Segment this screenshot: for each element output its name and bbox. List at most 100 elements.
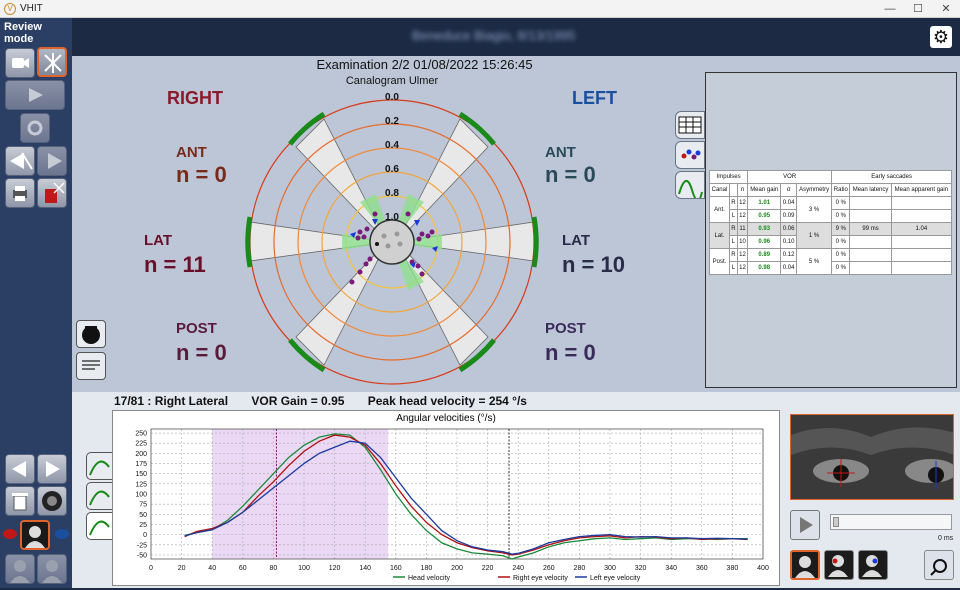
right-post-sector: [295, 241, 388, 366]
tab-curve-view[interactable]: [675, 171, 705, 202]
results-row: Lat. R 11 0.93 0.06 1 % 9 % 99 ms 1.04: [709, 222, 953, 249]
right-lat-count: n = 11: [144, 252, 206, 277]
cell-canal: Post.: [709, 248, 730, 275]
video-slider[interactable]: [830, 514, 952, 530]
video-time: 0 ms: [938, 535, 954, 542]
x-tick-label: 160: [390, 565, 402, 572]
person-right-icon: [42, 560, 62, 583]
header-vor: VOR: [747, 170, 833, 184]
ring-label-5: 1.0: [385, 212, 399, 223]
person-right-button[interactable]: [37, 554, 67, 584]
left-ant-sector: [396, 118, 489, 243]
close-button[interactable]: ✕: [941, 3, 951, 15]
cell-side: L: [728, 235, 738, 249]
person-head-icon: [25, 526, 45, 548]
ring-label-1: 0.2: [385, 116, 399, 127]
mode-label: Review mode: [4, 21, 42, 45]
lateral-switch-button[interactable]: [5, 146, 35, 176]
settings-button[interactable]: [20, 113, 50, 143]
video-camera-button[interactable]: [5, 48, 35, 78]
left-post-label: POST: [545, 320, 586, 337]
left-side-label: LEFT: [572, 88, 617, 108]
cell-side: R: [728, 248, 738, 262]
cell-sigma: 0.12: [780, 248, 797, 262]
left-eye-select[interactable]: [54, 522, 70, 546]
play-icon: [29, 88, 43, 102]
x-tick-label: 280: [574, 565, 586, 572]
face-both-button[interactable]: [790, 550, 820, 580]
delete-icon: [45, 182, 65, 203]
face-left-button[interactable]: [858, 550, 888, 580]
notes-button[interactable]: [76, 352, 106, 380]
print-icon: [13, 186, 27, 201]
x-tick-label: 320: [635, 565, 647, 572]
series-line-2: [184, 440, 748, 555]
left-ant-label: ANT: [545, 144, 576, 161]
cell-asym: 1 %: [795, 222, 833, 249]
left-post-count: n = 0: [545, 340, 596, 365]
velocity-plot-frame: Angular velocities (°/s) 0 20 40 60 80 100 120…: [112, 410, 780, 586]
x-tick-label: 100: [298, 565, 310, 572]
delete-button[interactable]: [37, 178, 67, 208]
cell-gain: 0.96: [747, 235, 782, 249]
camera-record-button[interactable]: [76, 320, 106, 348]
zoom-button[interactable]: [924, 550, 954, 580]
minimize-button[interactable]: —: [884, 3, 896, 15]
window-titlebar: V VHIT — ☐ ✕: [0, 0, 960, 18]
play-sequence-button[interactable]: [5, 80, 65, 110]
cell-gain: 0.95: [747, 209, 782, 223]
sound-wave-button[interactable]: [37, 146, 67, 176]
results-panel: Impulses VOR Early saccades Canal n Mean…: [705, 72, 957, 388]
vhit-app-icon: V: [4, 3, 16, 15]
legend-label: Head velocity: [408, 575, 451, 582]
tab-multi-curve[interactable]: [86, 482, 114, 510]
y-tick-label: 250: [135, 431, 147, 438]
cell-sigma: 0.06: [780, 222, 797, 236]
left-ant-count: n = 0: [545, 162, 596, 187]
network-tools-button[interactable]: [37, 47, 67, 77]
col-asymmetry: Asymmetry: [795, 183, 833, 197]
cell-asym: 3 %: [795, 196, 833, 223]
cell-canal: Lat.: [709, 222, 730, 249]
right-ant-count: n = 0: [176, 162, 227, 187]
next-impulse-button[interactable]: [37, 454, 67, 484]
plot-title: Angular velocities (°/s): [396, 413, 496, 424]
right-ant-label: ANT: [176, 144, 207, 161]
maximize-button[interactable]: ☐: [913, 3, 923, 15]
camera-lens-button[interactable]: [37, 486, 67, 516]
right-eye-select[interactable]: [2, 522, 18, 546]
cell-lat: [849, 235, 892, 249]
slider-handle[interactable]: [833, 517, 839, 527]
y-tick-label: 225: [135, 441, 147, 448]
person-left-button[interactable]: [5, 554, 35, 584]
col-mean-apparent-gain: Mean apparent gain: [890, 183, 953, 197]
person-right-eye-icon: [828, 555, 848, 577]
face-right-button[interactable]: [824, 550, 854, 580]
gear-icon[interactable]: ⚙: [930, 26, 952, 48]
right-eye-red-icon: [3, 529, 17, 539]
tab-overlay-curve[interactable]: [86, 512, 114, 540]
results-table: Impulses VOR Early saccades Canal n Mean…: [708, 170, 953, 275]
tab-table-view[interactable]: [675, 111, 705, 139]
trash-button[interactable]: [5, 486, 35, 516]
print-button[interactable]: [5, 178, 35, 208]
cell-ratio: 0 %: [831, 261, 851, 275]
video-play-button[interactable]: [790, 510, 820, 540]
right-post-count: n = 0: [176, 340, 227, 365]
tab-single-curve[interactable]: [86, 452, 114, 480]
settings-icon: [27, 120, 43, 136]
cell-ratio: 0 %: [831, 235, 851, 249]
previous-impulse-button[interactable]: [5, 454, 35, 484]
right-post-label: POST: [176, 320, 217, 337]
cell-side: R: [728, 196, 738, 210]
cell-canal: Ant.: [709, 196, 730, 223]
person-left-icon: [10, 560, 30, 583]
both-eyes-button[interactable]: [20, 520, 50, 550]
tab-scatter-view[interactable]: [675, 141, 705, 169]
y-tick-label: 175: [135, 461, 147, 468]
cell-app: [890, 196, 953, 210]
series-line-0: [184, 433, 748, 560]
canalogram-chart: Canalogram Ulmer: [245, 75, 539, 385]
left-lat-count: n = 10: [562, 252, 625, 277]
video-camera-icon: [12, 58, 29, 68]
